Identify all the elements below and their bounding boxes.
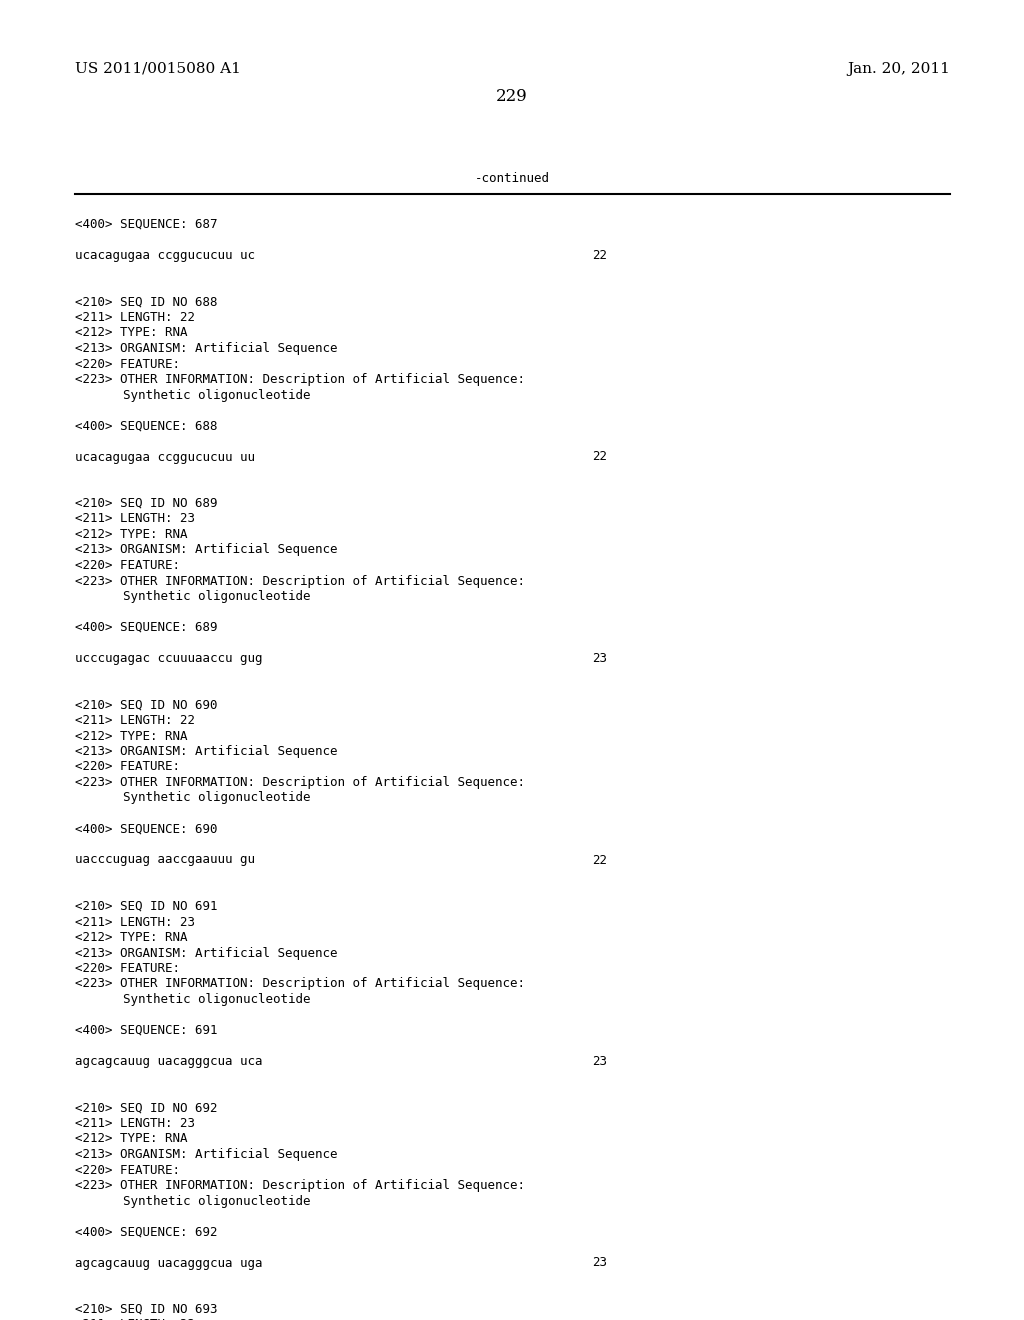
Text: <400> SEQUENCE: 690: <400> SEQUENCE: 690 [75, 822, 217, 836]
Text: Synthetic oligonucleotide: Synthetic oligonucleotide [123, 792, 310, 804]
Text: <223> OTHER INFORMATION: Description of Artificial Sequence:: <223> OTHER INFORMATION: Description of … [75, 574, 525, 587]
Text: <400> SEQUENCE: 687: <400> SEQUENCE: 687 [75, 218, 217, 231]
Text: <211> LENGTH: 23: <211> LENGTH: 23 [75, 512, 195, 525]
Text: US 2011/0015080 A1: US 2011/0015080 A1 [75, 62, 241, 77]
Text: <400> SEQUENCE: 689: <400> SEQUENCE: 689 [75, 620, 217, 634]
Text: <213> ORGANISM: Artificial Sequence: <213> ORGANISM: Artificial Sequence [75, 342, 338, 355]
Text: <210> SEQ ID NO 692: <210> SEQ ID NO 692 [75, 1101, 217, 1114]
Text: <212> TYPE: RNA: <212> TYPE: RNA [75, 1133, 187, 1146]
Text: uacccuguag aaccgaauuu gu: uacccuguag aaccgaauuu gu [75, 854, 255, 866]
Text: 22: 22 [592, 854, 607, 866]
Text: <212> TYPE: RNA: <212> TYPE: RNA [75, 730, 187, 742]
Text: <213> ORGANISM: Artificial Sequence: <213> ORGANISM: Artificial Sequence [75, 544, 338, 557]
Text: <211> LENGTH: 22: <211> LENGTH: 22 [75, 312, 195, 323]
Text: <211> LENGTH: 23: <211> LENGTH: 23 [75, 1117, 195, 1130]
Text: <223> OTHER INFORMATION: Description of Artificial Sequence:: <223> OTHER INFORMATION: Description of … [75, 1179, 525, 1192]
Text: <212> TYPE: RNA: <212> TYPE: RNA [75, 528, 187, 541]
Text: 229: 229 [496, 88, 528, 106]
Text: Synthetic oligonucleotide: Synthetic oligonucleotide [123, 590, 310, 603]
Text: ucacagugaa ccggucucuu uu: ucacagugaa ccggucucuu uu [75, 450, 255, 463]
Text: <220> FEATURE:: <220> FEATURE: [75, 558, 180, 572]
Text: -continued: -continued [474, 172, 550, 185]
Text: ucacagugaa ccggucucuu uc: ucacagugaa ccggucucuu uc [75, 249, 255, 261]
Text: <211> LENGTH: 23: <211> LENGTH: 23 [75, 916, 195, 928]
Text: 23: 23 [592, 652, 607, 665]
Text: <400> SEQUENCE: 692: <400> SEQUENCE: 692 [75, 1225, 217, 1238]
Text: <223> OTHER INFORMATION: Description of Artificial Sequence:: <223> OTHER INFORMATION: Description of … [75, 374, 525, 385]
Text: Synthetic oligonucleotide: Synthetic oligonucleotide [123, 993, 310, 1006]
Text: <213> ORGANISM: Artificial Sequence: <213> ORGANISM: Artificial Sequence [75, 744, 338, 758]
Text: <220> FEATURE:: <220> FEATURE: [75, 760, 180, 774]
Text: <213> ORGANISM: Artificial Sequence: <213> ORGANISM: Artificial Sequence [75, 1148, 338, 1162]
Text: <400> SEQUENCE: 688: <400> SEQUENCE: 688 [75, 420, 217, 433]
Text: <212> TYPE: RNA: <212> TYPE: RNA [75, 326, 187, 339]
Text: <223> OTHER INFORMATION: Description of Artificial Sequence:: <223> OTHER INFORMATION: Description of … [75, 776, 525, 789]
Text: ucccugagac ccuuuaaccu gug: ucccugagac ccuuuaaccu gug [75, 652, 262, 665]
Text: <220> FEATURE:: <220> FEATURE: [75, 962, 180, 975]
Text: <400> SEQUENCE: 691: <400> SEQUENCE: 691 [75, 1024, 217, 1038]
Text: Jan. 20, 2011: Jan. 20, 2011 [847, 62, 950, 77]
Text: agcagcauug uacagggcua uca: agcagcauug uacagggcua uca [75, 1055, 262, 1068]
Text: agcagcauug uacagggcua uga: agcagcauug uacagggcua uga [75, 1257, 262, 1270]
Text: <212> TYPE: RNA: <212> TYPE: RNA [75, 931, 187, 944]
Text: Synthetic oligonucleotide: Synthetic oligonucleotide [123, 388, 310, 401]
Text: 22: 22 [592, 249, 607, 261]
Text: 22: 22 [592, 450, 607, 463]
Text: <220> FEATURE:: <220> FEATURE: [75, 358, 180, 371]
Text: <223> OTHER INFORMATION: Description of Artificial Sequence:: <223> OTHER INFORMATION: Description of … [75, 978, 525, 990]
Text: <210> SEQ ID NO 688: <210> SEQ ID NO 688 [75, 296, 217, 309]
Text: 23: 23 [592, 1257, 607, 1270]
Text: <210> SEQ ID NO 690: <210> SEQ ID NO 690 [75, 698, 217, 711]
Text: <210> SEQ ID NO 691: <210> SEQ ID NO 691 [75, 900, 217, 913]
Text: <213> ORGANISM: Artificial Sequence: <213> ORGANISM: Artificial Sequence [75, 946, 338, 960]
Text: <210> SEQ ID NO 693: <210> SEQ ID NO 693 [75, 1303, 217, 1316]
Text: Synthetic oligonucleotide: Synthetic oligonucleotide [123, 1195, 310, 1208]
Text: <211> LENGTH: 22: <211> LENGTH: 22 [75, 1319, 195, 1320]
Text: 23: 23 [592, 1055, 607, 1068]
Text: <220> FEATURE:: <220> FEATURE: [75, 1163, 180, 1176]
Text: <211> LENGTH: 22: <211> LENGTH: 22 [75, 714, 195, 727]
Text: <210> SEQ ID NO 689: <210> SEQ ID NO 689 [75, 498, 217, 510]
